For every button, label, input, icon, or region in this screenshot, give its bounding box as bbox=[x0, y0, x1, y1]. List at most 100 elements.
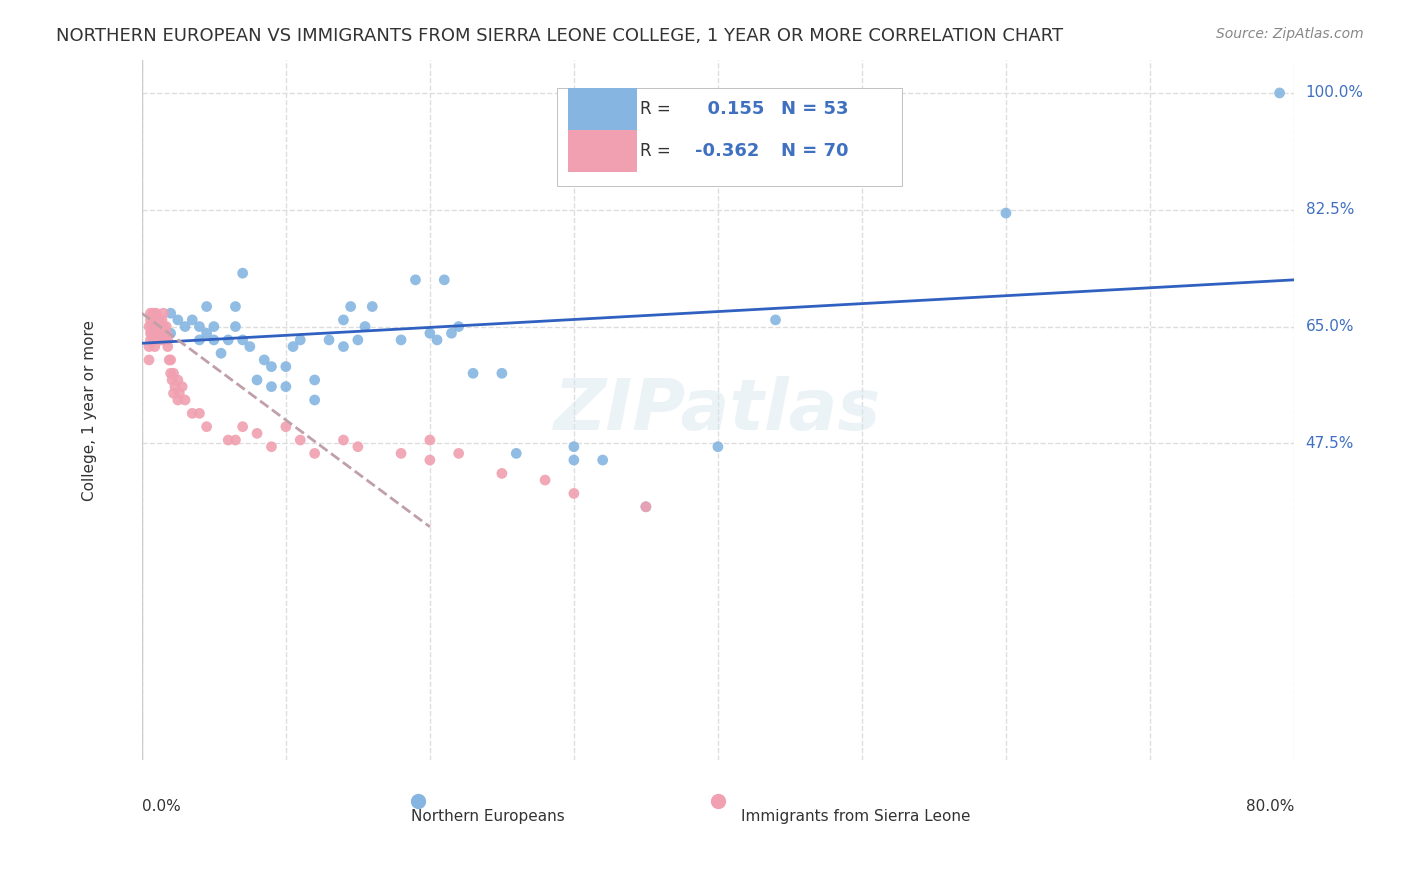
Text: 0.155: 0.155 bbox=[695, 100, 765, 118]
Point bbox=[159, 366, 181, 380]
Point bbox=[145, 319, 167, 334]
Point bbox=[224, 433, 246, 447]
Point bbox=[159, 353, 181, 368]
Point bbox=[347, 440, 370, 454]
Point bbox=[156, 333, 179, 347]
Point bbox=[162, 366, 184, 380]
Point bbox=[707, 440, 730, 454]
Point bbox=[159, 306, 181, 320]
Text: N = 53: N = 53 bbox=[782, 100, 849, 118]
Point bbox=[361, 300, 384, 314]
Point bbox=[166, 313, 188, 327]
Point bbox=[389, 333, 412, 347]
Text: 65.0%: 65.0% bbox=[1306, 319, 1354, 334]
Point bbox=[195, 326, 218, 341]
Point bbox=[163, 379, 186, 393]
Point bbox=[174, 319, 197, 334]
Point bbox=[765, 313, 787, 327]
Point bbox=[634, 500, 657, 514]
Point bbox=[224, 319, 246, 334]
Point bbox=[142, 306, 165, 320]
Point bbox=[389, 446, 412, 460]
Point bbox=[994, 206, 1017, 220]
Point bbox=[166, 392, 188, 407]
Point bbox=[491, 366, 513, 380]
Point bbox=[274, 379, 297, 393]
FancyBboxPatch shape bbox=[568, 87, 637, 129]
Point bbox=[202, 319, 225, 334]
Point bbox=[188, 319, 211, 334]
Point bbox=[202, 333, 225, 347]
Text: 80.0%: 80.0% bbox=[1246, 799, 1294, 814]
Point bbox=[491, 467, 513, 481]
FancyBboxPatch shape bbox=[568, 129, 637, 172]
Point bbox=[138, 353, 160, 368]
Point bbox=[274, 419, 297, 434]
Text: N = 70: N = 70 bbox=[782, 142, 849, 160]
Point bbox=[195, 300, 218, 314]
Point bbox=[145, 313, 167, 327]
Point bbox=[174, 392, 197, 407]
Text: 0.0%: 0.0% bbox=[142, 799, 180, 814]
Text: Immigrants from Sierra Leone: Immigrants from Sierra Leone bbox=[741, 809, 972, 824]
Point bbox=[304, 446, 326, 460]
Point bbox=[145, 306, 167, 320]
Point bbox=[1268, 86, 1291, 100]
Text: R =: R = bbox=[640, 142, 671, 160]
Point bbox=[138, 319, 160, 334]
Point bbox=[145, 326, 167, 341]
Point bbox=[181, 406, 204, 420]
Point bbox=[157, 353, 180, 368]
Point bbox=[143, 333, 166, 347]
Text: Northern Europeans: Northern Europeans bbox=[411, 809, 564, 824]
Point bbox=[433, 273, 456, 287]
Point bbox=[304, 373, 326, 387]
Point bbox=[217, 333, 239, 347]
Point bbox=[152, 306, 174, 320]
Point bbox=[160, 373, 183, 387]
Text: -0.362: -0.362 bbox=[695, 142, 759, 160]
Point bbox=[162, 386, 184, 401]
Point bbox=[152, 319, 174, 334]
Point bbox=[181, 313, 204, 327]
Point bbox=[150, 326, 173, 341]
Point bbox=[141, 326, 163, 341]
Text: 100.0%: 100.0% bbox=[1306, 86, 1364, 101]
Point bbox=[419, 453, 441, 467]
Point bbox=[156, 340, 179, 354]
Point bbox=[290, 333, 312, 347]
Point bbox=[232, 419, 254, 434]
Point bbox=[139, 326, 162, 341]
Point bbox=[172, 379, 194, 393]
Point bbox=[188, 333, 211, 347]
Point bbox=[150, 313, 173, 327]
Point bbox=[447, 446, 470, 460]
Text: R =: R = bbox=[640, 100, 671, 118]
Point bbox=[419, 433, 441, 447]
Point bbox=[260, 359, 283, 374]
Point bbox=[232, 333, 254, 347]
Point bbox=[347, 333, 370, 347]
Point bbox=[145, 333, 167, 347]
Point bbox=[562, 486, 585, 500]
Point bbox=[419, 326, 441, 341]
Point bbox=[246, 373, 269, 387]
Point bbox=[260, 379, 283, 393]
Point bbox=[149, 319, 172, 334]
Point bbox=[354, 319, 377, 334]
Point bbox=[332, 433, 354, 447]
Point bbox=[142, 333, 165, 347]
Point bbox=[224, 300, 246, 314]
Point bbox=[562, 440, 585, 454]
Point bbox=[159, 326, 181, 341]
Point bbox=[318, 333, 340, 347]
Point bbox=[260, 440, 283, 454]
Text: Source: ZipAtlas.com: Source: ZipAtlas.com bbox=[1216, 27, 1364, 41]
Point bbox=[155, 326, 177, 341]
Point bbox=[146, 333, 169, 347]
Point bbox=[155, 319, 177, 334]
Point bbox=[562, 453, 585, 467]
Text: 47.5%: 47.5% bbox=[1306, 436, 1354, 450]
Point bbox=[195, 419, 218, 434]
Text: 82.5%: 82.5% bbox=[1306, 202, 1354, 218]
